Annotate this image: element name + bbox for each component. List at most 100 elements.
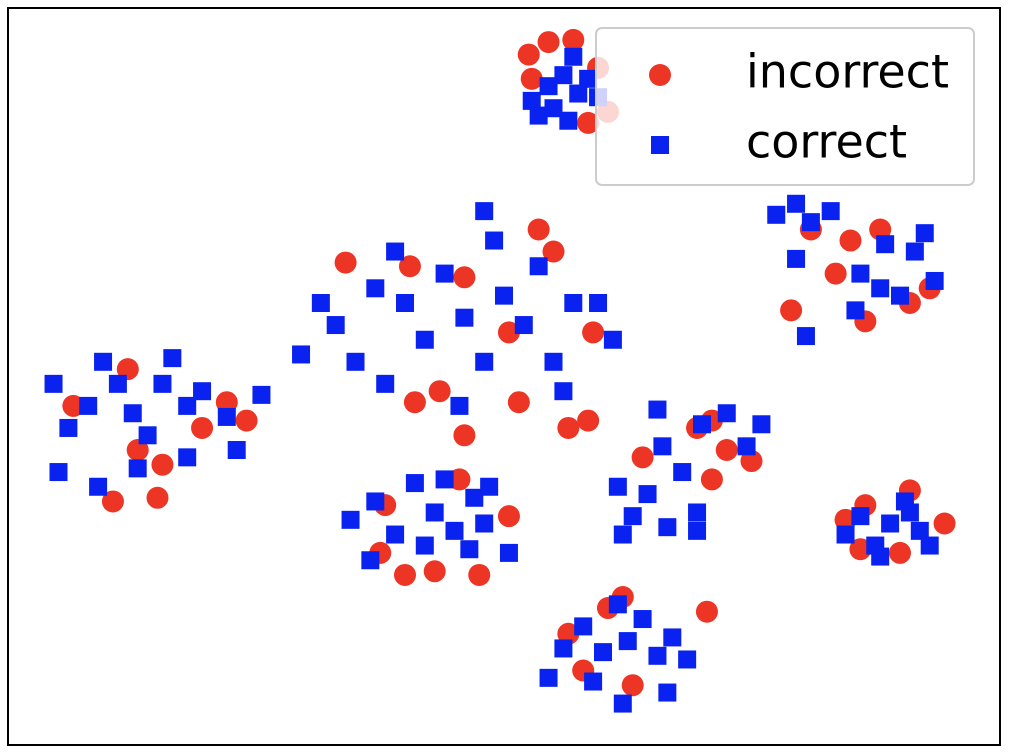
point xyxy=(900,503,919,522)
point xyxy=(678,650,697,669)
points xyxy=(44,28,956,713)
point xyxy=(415,330,434,349)
point xyxy=(62,394,85,417)
point xyxy=(834,508,857,531)
point xyxy=(227,441,246,459)
point xyxy=(925,271,944,290)
point xyxy=(153,374,172,393)
point xyxy=(455,308,474,327)
point xyxy=(905,242,924,261)
point xyxy=(688,503,707,522)
point xyxy=(191,416,214,439)
point xyxy=(89,477,108,496)
point xyxy=(507,391,530,414)
point xyxy=(475,514,494,533)
point xyxy=(465,488,484,507)
point xyxy=(623,507,642,526)
point xyxy=(554,382,573,401)
point xyxy=(193,382,212,401)
point xyxy=(740,450,763,473)
point xyxy=(889,541,911,564)
point xyxy=(542,240,565,263)
point xyxy=(49,463,68,482)
point xyxy=(445,521,464,540)
point xyxy=(101,490,124,513)
point xyxy=(435,264,454,283)
point xyxy=(475,202,494,221)
point xyxy=(752,415,771,434)
point xyxy=(881,514,900,533)
point xyxy=(423,560,446,583)
point xyxy=(450,396,469,415)
point xyxy=(425,503,444,522)
point xyxy=(648,646,667,665)
point xyxy=(849,538,872,561)
point xyxy=(737,437,756,456)
point xyxy=(235,409,258,432)
point xyxy=(468,563,491,586)
point xyxy=(460,540,479,559)
point xyxy=(128,459,147,478)
legend-label: incorrect xyxy=(746,45,949,99)
point xyxy=(871,547,890,566)
point xyxy=(557,416,580,439)
point xyxy=(435,470,454,489)
point xyxy=(653,437,672,456)
point xyxy=(851,507,870,526)
point xyxy=(613,694,632,713)
point xyxy=(839,229,862,252)
point xyxy=(398,255,421,278)
point xyxy=(891,286,909,305)
point xyxy=(537,31,560,54)
point xyxy=(787,249,806,268)
point xyxy=(577,409,600,432)
point xyxy=(933,512,956,535)
point xyxy=(376,374,395,393)
point xyxy=(386,525,405,544)
point xyxy=(79,396,98,415)
point xyxy=(529,257,548,276)
point xyxy=(403,391,426,414)
point xyxy=(499,543,518,562)
point xyxy=(574,617,593,636)
point xyxy=(495,286,513,305)
point xyxy=(44,374,63,393)
point xyxy=(613,525,632,544)
point xyxy=(700,468,723,491)
point xyxy=(394,563,416,586)
point xyxy=(520,67,543,90)
point xyxy=(334,251,357,274)
point xyxy=(544,352,563,371)
point xyxy=(910,521,929,540)
point xyxy=(787,194,806,213)
point xyxy=(108,374,127,393)
point xyxy=(405,474,424,493)
point xyxy=(876,235,895,254)
point xyxy=(539,668,558,687)
point xyxy=(415,536,434,555)
point xyxy=(480,477,499,496)
point xyxy=(821,202,840,221)
point xyxy=(517,43,540,66)
point xyxy=(767,205,786,224)
point xyxy=(621,674,644,697)
point xyxy=(527,218,550,241)
point xyxy=(94,352,113,371)
point xyxy=(453,424,476,447)
point xyxy=(608,595,627,614)
point xyxy=(618,632,637,651)
point xyxy=(663,628,682,647)
point xyxy=(920,536,939,555)
point xyxy=(217,407,236,426)
point xyxy=(851,264,870,283)
point xyxy=(326,316,345,335)
point xyxy=(717,404,736,423)
point xyxy=(341,510,360,529)
point xyxy=(715,439,738,461)
legend: incorrect correct xyxy=(595,27,975,186)
point xyxy=(163,349,182,368)
point xyxy=(582,321,605,344)
point xyxy=(658,683,677,702)
point xyxy=(688,521,707,540)
